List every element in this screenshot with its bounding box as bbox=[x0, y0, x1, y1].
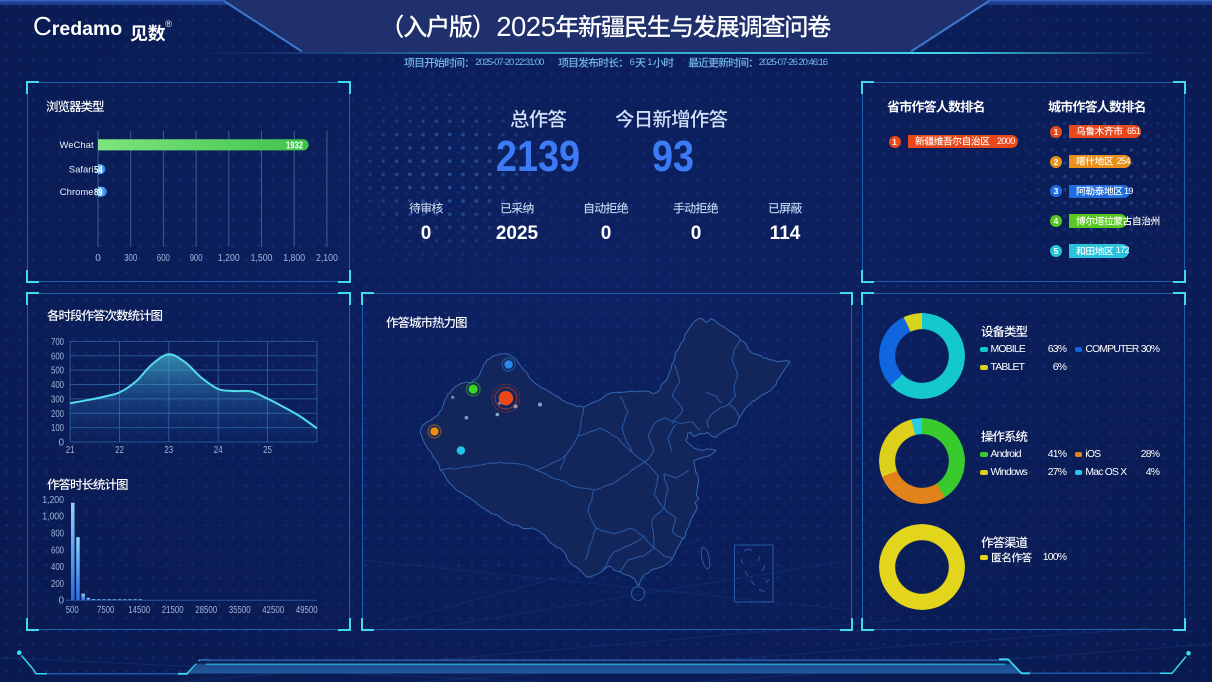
svg-text:Safari: Safari bbox=[69, 165, 94, 176]
svg-text:22: 22 bbox=[115, 445, 124, 456]
svg-text:500: 500 bbox=[51, 366, 64, 377]
svg-text:2,100: 2,100 bbox=[316, 253, 338, 264]
svg-text:1,500: 1,500 bbox=[251, 253, 273, 264]
svg-text:400: 400 bbox=[51, 380, 64, 391]
svg-text:35500: 35500 bbox=[229, 605, 251, 616]
svg-text:500: 500 bbox=[66, 605, 79, 616]
svg-text:24: 24 bbox=[214, 445, 223, 456]
svg-text:21: 21 bbox=[66, 445, 75, 456]
svg-text:400: 400 bbox=[51, 562, 64, 573]
svg-text:21500: 21500 bbox=[162, 605, 184, 616]
svg-text:1,200: 1,200 bbox=[218, 253, 240, 264]
svg-text:25: 25 bbox=[263, 445, 272, 456]
svg-text:WeChat: WeChat bbox=[59, 140, 94, 151]
svg-text:0: 0 bbox=[58, 438, 64, 449]
svg-text:100: 100 bbox=[51, 423, 64, 434]
svg-text:200: 200 bbox=[51, 409, 64, 420]
svg-text:14500: 14500 bbox=[128, 605, 150, 616]
svg-text:300: 300 bbox=[51, 394, 64, 405]
svg-text:1,000: 1,000 bbox=[42, 512, 64, 523]
svg-text:28500: 28500 bbox=[195, 605, 217, 616]
svg-text:89: 89 bbox=[94, 187, 103, 198]
svg-text:0: 0 bbox=[58, 596, 64, 607]
svg-text:600: 600 bbox=[51, 545, 64, 556]
svg-text:42500: 42500 bbox=[262, 605, 284, 616]
svg-text:1,800: 1,800 bbox=[283, 253, 305, 264]
svg-text:600: 600 bbox=[157, 253, 170, 264]
svg-text:0: 0 bbox=[95, 253, 101, 264]
svg-text:49500: 49500 bbox=[296, 605, 318, 616]
svg-text:Chrome: Chrome bbox=[60, 187, 94, 198]
svg-text:1,200: 1,200 bbox=[42, 495, 64, 506]
svg-text:200: 200 bbox=[51, 579, 64, 590]
svg-text:900: 900 bbox=[190, 253, 203, 264]
svg-text:600: 600 bbox=[51, 351, 64, 362]
svg-text:1932: 1932 bbox=[286, 140, 303, 151]
svg-text:800: 800 bbox=[51, 529, 64, 540]
svg-text:54: 54 bbox=[94, 165, 103, 176]
svg-text:300: 300 bbox=[124, 253, 137, 264]
svg-text:700: 700 bbox=[51, 337, 64, 348]
svg-text:7500: 7500 bbox=[97, 605, 115, 616]
svg-text:23: 23 bbox=[164, 445, 173, 456]
